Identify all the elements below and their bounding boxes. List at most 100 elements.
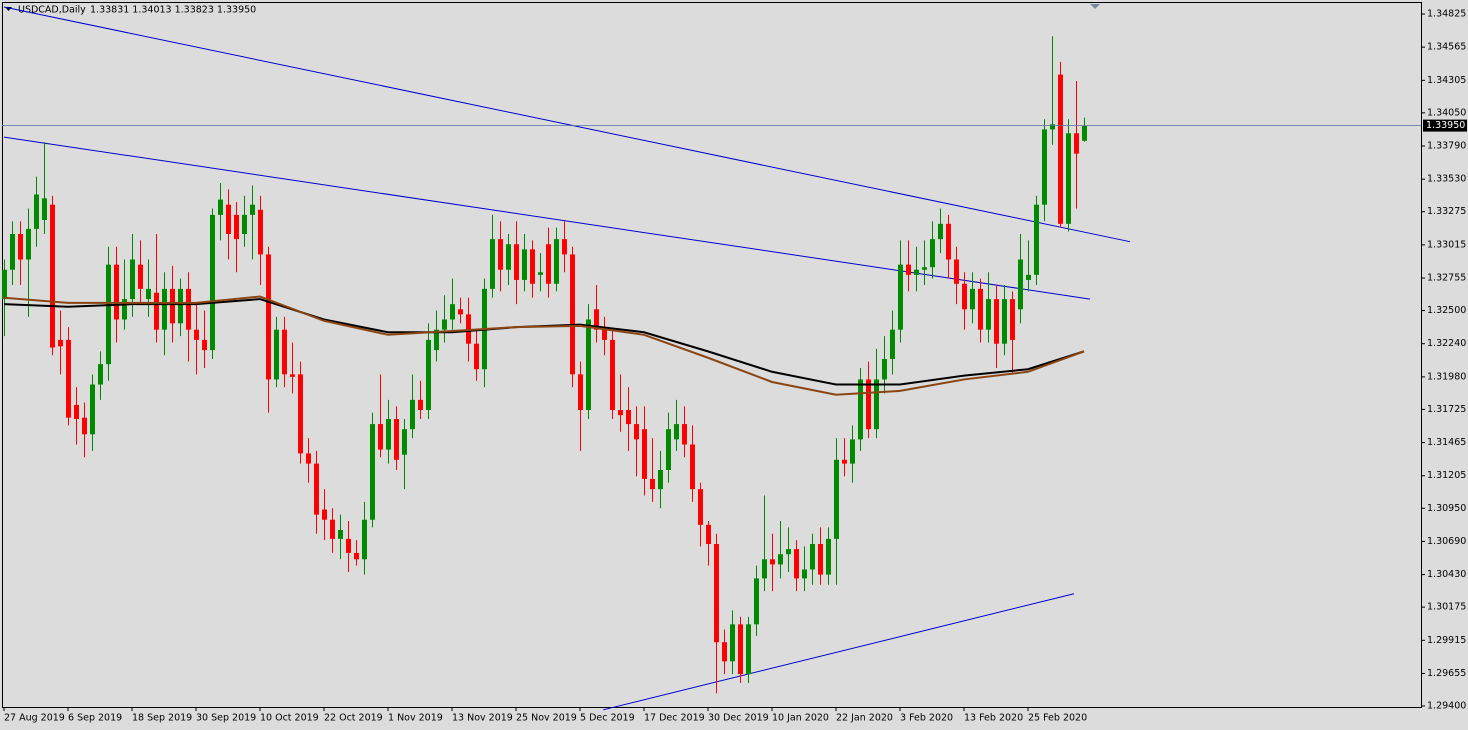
y-tick-label: 1.34565 bbox=[1427, 42, 1466, 53]
candle-body bbox=[714, 543, 719, 643]
y-tick-label: 1.33275 bbox=[1427, 206, 1466, 217]
candle-body bbox=[954, 259, 959, 284]
candle-body bbox=[1002, 299, 1007, 344]
candle-body bbox=[738, 624, 743, 675]
x-tick-label: 3 Feb 2020 bbox=[900, 713, 953, 724]
candle-body bbox=[226, 204, 231, 235]
y-tick-label: 1.30175 bbox=[1427, 602, 1466, 613]
y-tick-label: 1.29655 bbox=[1427, 668, 1466, 679]
plot-frame bbox=[2, 2, 1422, 708]
candle-body bbox=[426, 339, 431, 411]
candle-body bbox=[586, 319, 591, 411]
candle-body bbox=[42, 198, 47, 220]
y-tick-label: 1.34050 bbox=[1427, 107, 1466, 118]
candle-body bbox=[122, 299, 127, 320]
candle-body bbox=[234, 214, 239, 240]
candle-body bbox=[114, 264, 119, 320]
candle-body bbox=[330, 519, 335, 539]
candle-body bbox=[682, 424, 687, 445]
candle-body bbox=[58, 339, 63, 347]
candle-body bbox=[570, 254, 575, 375]
candle-body bbox=[258, 209, 263, 255]
candle-body bbox=[802, 569, 807, 579]
candle-body bbox=[210, 214, 215, 351]
candle-body bbox=[778, 554, 783, 565]
candle-body bbox=[762, 559, 767, 579]
candle-body bbox=[490, 239, 495, 289]
candle-body bbox=[818, 543, 823, 575]
candle-body bbox=[746, 624, 751, 675]
x-tick-label: 5 Dec 2019 bbox=[580, 713, 635, 724]
candle-body bbox=[962, 283, 967, 310]
x-tick-label: 13 Nov 2019 bbox=[452, 713, 513, 724]
candle-body bbox=[146, 288, 151, 300]
y-tick-label: 1.31725 bbox=[1427, 404, 1466, 415]
candle-body bbox=[626, 410, 631, 425]
candle-body bbox=[402, 429, 407, 455]
quote: 1.33831 1.34013 1.33823 1.33950 bbox=[90, 5, 256, 16]
candle-body bbox=[898, 264, 903, 330]
candle-body bbox=[1050, 124, 1055, 130]
candle-body bbox=[562, 239, 567, 255]
candle-body bbox=[282, 329, 287, 375]
y-tick-label: 1.30950 bbox=[1427, 503, 1466, 514]
candle-body bbox=[458, 309, 463, 315]
candle-body bbox=[826, 538, 831, 575]
x-tick-label: 1 Nov 2019 bbox=[388, 713, 443, 724]
candle-body bbox=[26, 228, 31, 260]
candle-body bbox=[346, 538, 351, 553]
y-tick-label: 1.31205 bbox=[1427, 470, 1466, 481]
y-tick-label: 1.30690 bbox=[1427, 536, 1466, 547]
candle-body bbox=[90, 384, 95, 435]
candle-body bbox=[706, 524, 711, 544]
candle-body bbox=[642, 429, 647, 479]
candle-body bbox=[82, 417, 87, 435]
candle-body bbox=[274, 329, 279, 380]
candle-body bbox=[794, 549, 799, 579]
candle-body bbox=[1034, 204, 1039, 275]
candle-body bbox=[922, 267, 927, 270]
y-tick-label: 1.34825 bbox=[1427, 8, 1466, 19]
candle-body bbox=[290, 374, 295, 377]
candle-body bbox=[538, 272, 543, 275]
x-tick-label: 10 Jan 2020 bbox=[772, 713, 829, 724]
candle-body bbox=[994, 299, 999, 344]
candle-body bbox=[218, 199, 223, 215]
y-tick-label: 1.33790 bbox=[1427, 141, 1466, 152]
candle-body bbox=[546, 244, 551, 284]
candle-body bbox=[530, 249, 535, 284]
candle-body bbox=[730, 624, 735, 662]
moving-average bbox=[3, 295, 1085, 396]
candle-body bbox=[498, 239, 503, 270]
candle-body bbox=[1058, 74, 1063, 224]
candle-body bbox=[986, 299, 991, 330]
y-tick-label: 1.32240 bbox=[1427, 338, 1466, 349]
candle-body bbox=[250, 204, 255, 215]
candle-body bbox=[978, 288, 983, 330]
candle-body bbox=[2, 269, 7, 300]
candle-body bbox=[1074, 133, 1079, 154]
candle-body bbox=[874, 379, 879, 430]
candle-body bbox=[322, 509, 327, 520]
price-tag bbox=[1423, 119, 1467, 132]
candle-body bbox=[754, 578, 759, 625]
candle-body bbox=[154, 292, 159, 330]
candle-body bbox=[930, 239, 935, 268]
candle-body bbox=[434, 329, 439, 351]
candle-body bbox=[314, 463, 319, 515]
y-tick-label: 1.33530 bbox=[1427, 174, 1466, 185]
candle-body bbox=[50, 204, 55, 348]
candle-body bbox=[450, 304, 455, 320]
candle-body bbox=[306, 453, 311, 464]
candle-body bbox=[906, 264, 911, 275]
candle-body bbox=[130, 259, 135, 300]
candle-body bbox=[194, 329, 199, 340]
y-tick-label: 1.29400 bbox=[1427, 700, 1466, 711]
candle-body bbox=[650, 478, 655, 490]
y-tick-label: 1.30430 bbox=[1427, 569, 1466, 580]
x-tick-label: 30 Dec 2019 bbox=[708, 713, 769, 724]
candle-body bbox=[578, 374, 583, 411]
y-tick-label: 1.33015 bbox=[1427, 239, 1466, 250]
